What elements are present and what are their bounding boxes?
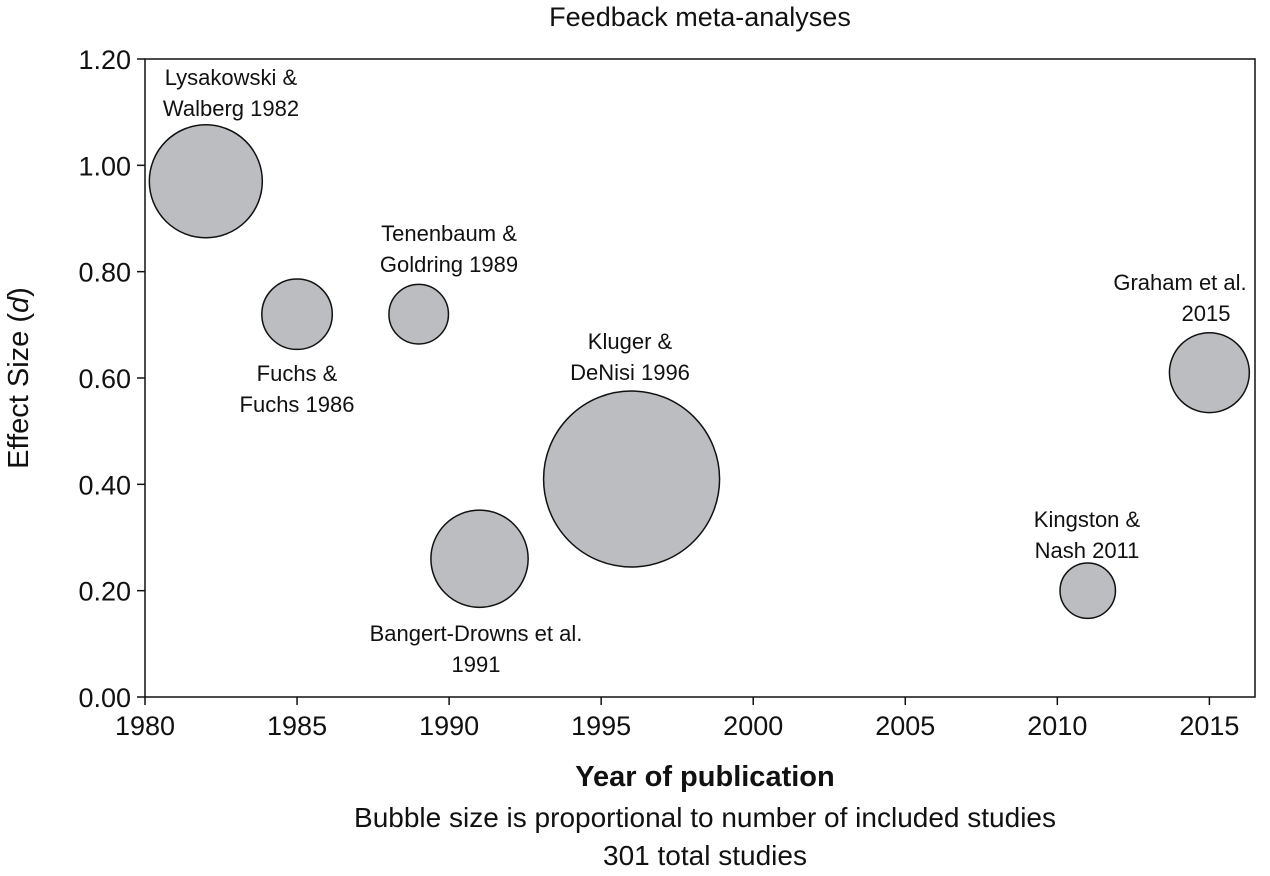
x-tick-label: 1980 [115, 711, 175, 741]
y-tick-label: 0.20 [78, 577, 131, 607]
bubble-label: Fuchs & [257, 361, 338, 386]
bubble-label: Kluger & [588, 329, 673, 354]
bubble-label: Kingston & [1034, 507, 1141, 532]
footnote-total-studies: 301 total studies [603, 840, 807, 871]
bubble-label: Tenenbaum & [381, 221, 517, 246]
bubble-label: Graham et al. [1113, 270, 1246, 295]
bubble-label: 2015 [1182, 301, 1231, 326]
bubble-label: Fuchs 1986 [240, 392, 355, 417]
x-tick-label: 2010 [1027, 711, 1087, 741]
bubble-label: Lysakowski & [165, 65, 298, 90]
bubble-point [388, 283, 450, 345]
x-axis-label: Year of publication [575, 761, 834, 793]
x-tick-label: 2005 [875, 711, 935, 741]
x-tick-label: 1985 [267, 711, 327, 741]
y-tick-label: 0.40 [78, 470, 131, 500]
bubble-point [1059, 562, 1117, 620]
x-tick-label: 1995 [571, 711, 631, 741]
y-tick-label: 1.20 [78, 45, 131, 75]
y-tick-label: 0.60 [78, 364, 131, 394]
bubble-point [148, 124, 264, 239]
y-tick-label: 1.00 [78, 151, 131, 181]
footnote-bubble-size: Bubble size is proportional to number of… [354, 802, 1056, 833]
bubble-point [261, 278, 334, 351]
bubble-point [1168, 331, 1251, 414]
bubble-label: DeNisi 1996 [570, 360, 690, 385]
y-tick-label: 0.00 [78, 683, 131, 713]
x-tick-label: 1990 [419, 711, 479, 741]
bubble-point [430, 509, 529, 609]
bubble-label: 1991 [452, 652, 501, 677]
y-axis-label: Effect Size (d) [3, 287, 35, 469]
bubble-label: Goldring 1989 [380, 252, 518, 277]
bubble-label: Bangert-Drowns et al. [370, 621, 583, 646]
x-tick-label: 2015 [1179, 711, 1239, 741]
bubble-point [542, 390, 721, 568]
bubble-label: Nash 2011 [1035, 538, 1140, 563]
bubble-label: Walberg 1982 [163, 96, 299, 121]
x-tick-label: 2000 [723, 711, 783, 741]
chart-title: Feedback meta-analyses [549, 2, 851, 32]
y-tick-label: 0.80 [78, 258, 131, 288]
